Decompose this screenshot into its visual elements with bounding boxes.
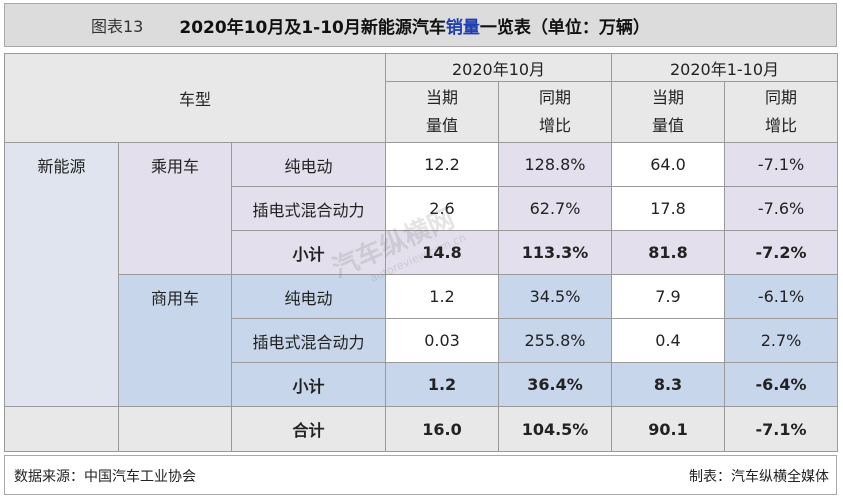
- table-maker: 制表：汽车纵横全媒体: [689, 469, 829, 485]
- month-growth: 113.3%: [498, 230, 613, 275]
- header-ytd-value-line1: 当期: [652, 88, 685, 107]
- ytd-growth: -7.1%: [724, 406, 839, 452]
- table-row: 商用车 纯电动 1.2 34.5% 7.9 -6.1%: [5, 274, 839, 407]
- total-blank-cell: [4, 406, 119, 452]
- month-value: 12.2: [385, 142, 500, 187]
- title-highlight: 销量: [445, 17, 480, 38]
- header-month-growth-line2: 增比: [539, 116, 572, 135]
- ytd-growth: 2.7%: [724, 318, 839, 363]
- ytd-value: 64.0: [611, 142, 726, 187]
- data-source: 数据来源：中国汽车工业协会: [14, 469, 196, 485]
- ytd-growth: -6.1%: [724, 274, 839, 319]
- header-month-value-line1: 当期: [426, 88, 459, 107]
- total-blank-cell: [118, 406, 232, 452]
- title-text-after: 一览表（单位：万辆）: [479, 17, 650, 38]
- table-row: 插电式混合动力 0.03 255.8% 0.4 2.7%: [5, 318, 839, 363]
- header-row-measures: 当期量值 同期增比 当期量值 同期增比: [5, 81, 839, 143]
- header-ytd-value: 当期 量值: [611, 81, 726, 143]
- ytd-value: 7.9: [611, 274, 726, 319]
- type-label: 纯电动: [230, 142, 387, 187]
- ytd-growth: -6.4%: [724, 362, 839, 407]
- month-value: 14.8: [385, 230, 500, 275]
- subtotal-label: 小计: [230, 230, 387, 275]
- table-row: 新能源 乘用车 纯电动 12.2 128.8% 64.0 -7.1%: [4, 142, 839, 407]
- type-label: 纯电动: [230, 274, 387, 319]
- ytd-value: 17.8: [611, 186, 726, 231]
- ytd-growth: -7.6%: [724, 186, 839, 231]
- group-label-commercial: 商用车: [118, 274, 232, 407]
- header-period-ytd: 2020年1-10月: [611, 53, 839, 82]
- type-label: 插电式混合动力: [230, 186, 387, 231]
- month-value: 16.0: [385, 406, 500, 452]
- month-growth: 34.5%: [498, 274, 613, 319]
- total-row: 合计 16.0 104.5% 90.1 -7.1%: [4, 406, 839, 452]
- month-value: 0.03: [385, 318, 500, 363]
- header-ytd-growth: 同期 增比: [724, 81, 839, 143]
- total-label: 合计: [230, 406, 387, 452]
- title-bar: 图表13 2020年10月及1-10月新能源汽车销量一览表（单位：万辆）: [4, 3, 837, 47]
- subtotal-row: 小计 14.8 113.3% 81.8 -7.2%: [5, 230, 839, 275]
- title-text-before: 2020年10月及1-10月新能源汽车: [179, 17, 446, 38]
- month-growth: 255.8%: [498, 318, 613, 363]
- subtotal-label: 小计: [230, 362, 387, 407]
- ytd-value: 90.1: [611, 406, 726, 452]
- table-row: 插电式混合动力 2.6 62.7% 17.8 -7.6%: [5, 186, 839, 231]
- ytd-value: 8.3: [611, 362, 726, 407]
- month-value: 2.6: [385, 186, 500, 231]
- sales-table: 车型 2020年10月 2020年1-10月 当期量值 同期增比 当期量值 同期…: [3, 53, 839, 452]
- header-ytd-growth-line2: 增比: [765, 116, 798, 135]
- ytd-value: 81.8: [611, 230, 726, 275]
- footer-bar: [4, 455, 837, 495]
- header-month-growth-line1: 同期: [539, 88, 572, 107]
- group-label-passenger: 乘用车: [118, 142, 232, 275]
- ytd-growth: -7.1%: [724, 142, 839, 187]
- month-growth: 128.8%: [498, 142, 613, 187]
- month-value: 1.2: [385, 362, 500, 407]
- type-label: 插电式混合动力: [230, 318, 387, 363]
- figure-number: 图表13: [91, 17, 144, 36]
- ytd-value: 0.4: [611, 318, 726, 363]
- month-growth: 104.5%: [498, 406, 613, 452]
- header-month-growth: 同期 增比: [498, 81, 613, 143]
- header-period-month: 2020年10月: [385, 53, 613, 82]
- header-ytd-growth-line1: 同期: [765, 88, 798, 107]
- header-row-periods: 车型 2020年10月 2020年1-10月: [3, 53, 839, 143]
- header-vehicle-type: 车型: [3, 53, 387, 143]
- subtotal-row: 小计 1.2 36.4% 8.3 -6.4%: [5, 362, 839, 407]
- header-month-value-line2: 量值: [426, 116, 459, 135]
- header-ytd-value-line2: 量值: [652, 116, 685, 135]
- month-growth: 62.7%: [498, 186, 613, 231]
- month-value: 1.2: [385, 274, 500, 319]
- month-growth: 36.4%: [498, 362, 613, 407]
- category-label: 新能源: [4, 142, 119, 407]
- ytd-growth: -7.2%: [724, 230, 839, 275]
- table-title: 2020年10月及1-10月新能源汽车销量一览表（单位：万辆）: [179, 13, 650, 38]
- header-month-value: 当期 量值: [385, 81, 500, 143]
